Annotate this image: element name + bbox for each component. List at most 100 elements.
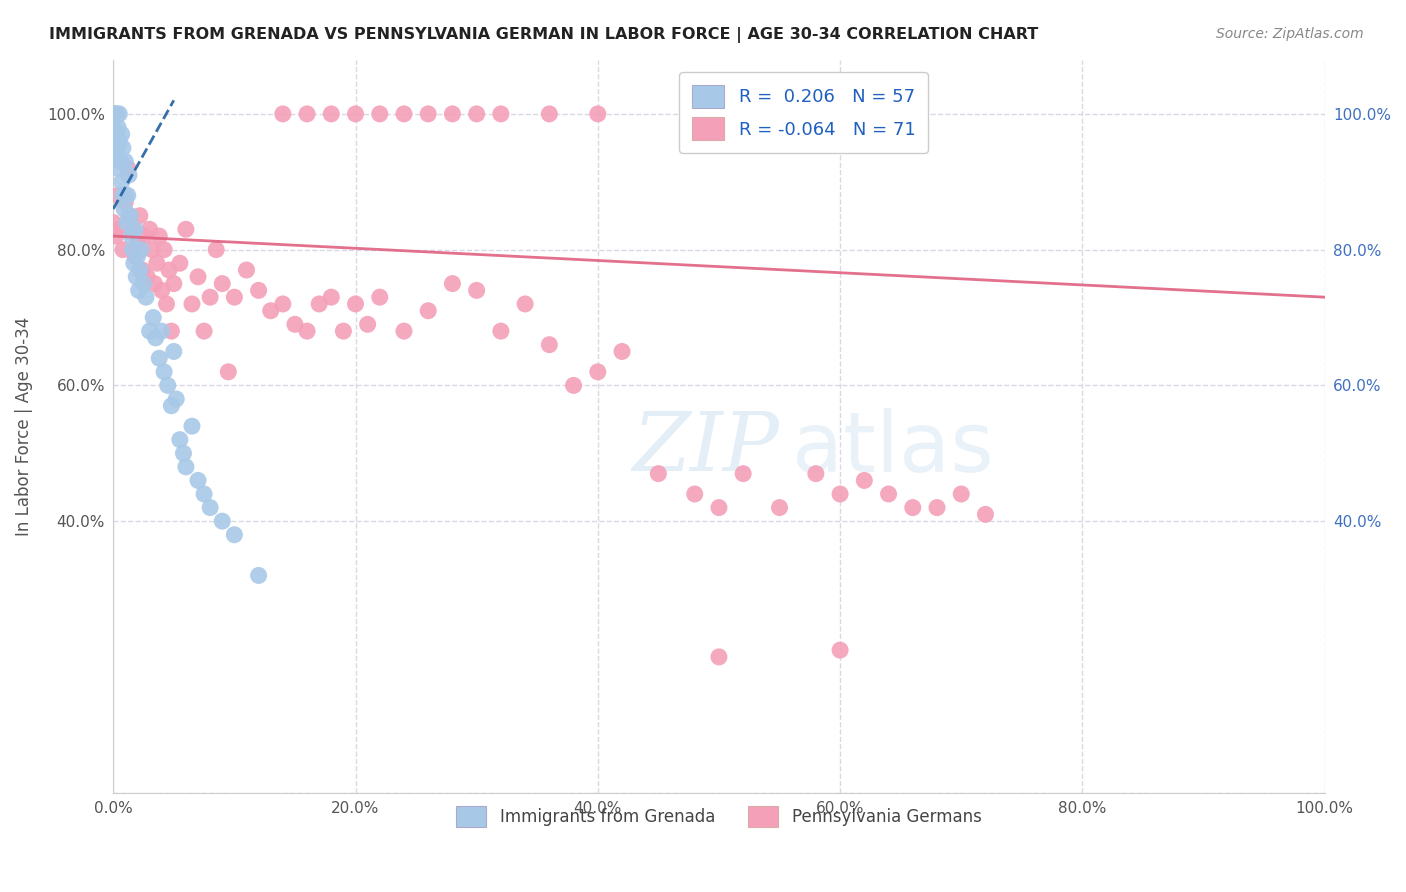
Point (135, 290, 157, 304)
Legend: Immigrants from Grenada, Pennsylvania Germans: Immigrants from Grenada, Pennsylvania Ge… (449, 797, 990, 836)
Point (368, 290, 391, 304)
Point (193, 324, 215, 338)
Point (127, 249, 149, 263)
Point (160, 399, 183, 413)
Point (205, 243, 228, 257)
Point (974, 508, 997, 522)
Point (118, 209, 141, 223)
Text: atlas: atlas (792, 408, 994, 489)
Point (217, 365, 239, 379)
Point (707, 649, 730, 664)
Point (111, 128, 134, 142)
Point (224, 290, 246, 304)
Point (163, 277, 186, 291)
Point (157, 263, 180, 277)
Point (150, 324, 173, 338)
Point (344, 107, 367, 121)
Point (247, 568, 270, 582)
Point (332, 324, 354, 338)
Point (122, 256, 145, 270)
Point (121, 243, 143, 257)
Point (103, 107, 125, 121)
Point (103, 107, 125, 121)
Point (148, 351, 170, 366)
Point (830, 643, 852, 657)
Point (441, 277, 464, 291)
Point (173, 446, 195, 460)
Point (105, 107, 128, 121)
Point (114, 195, 136, 210)
Point (136, 269, 159, 284)
Point (683, 487, 706, 501)
Point (169, 433, 191, 447)
Point (103, 107, 125, 121)
Point (127, 235, 149, 250)
Point (610, 344, 633, 359)
Point (103, 120, 125, 135)
Point (146, 256, 169, 270)
Point (538, 107, 561, 121)
Point (134, 229, 156, 244)
Point (107, 161, 129, 176)
Point (247, 284, 270, 298)
Point (108, 134, 131, 148)
Point (174, 459, 197, 474)
Point (489, 107, 512, 121)
Point (128, 284, 150, 298)
Text: IMMIGRANTS FROM GRENADA VS PENNSYLVANIA GERMAN IN LABOR FORCE | AGE 30-34 CORREL: IMMIGRANTS FROM GRENADA VS PENNSYLVANIA … (49, 27, 1039, 43)
Point (138, 222, 160, 236)
Point (830, 107, 852, 121)
Point (181, 419, 204, 434)
Point (562, 378, 585, 392)
Point (103, 107, 125, 121)
Point (198, 500, 221, 515)
Point (174, 222, 197, 236)
Point (586, 107, 609, 121)
Point (513, 297, 536, 311)
Point (169, 256, 191, 270)
Point (110, 154, 132, 169)
Point (132, 277, 155, 291)
Point (211, 277, 233, 291)
Point (271, 107, 294, 121)
Point (105, 141, 128, 155)
Point (142, 310, 165, 325)
Point (538, 337, 561, 351)
Point (211, 514, 233, 528)
Point (120, 209, 142, 223)
Point (114, 154, 136, 169)
Point (901, 500, 924, 515)
Point (465, 107, 488, 121)
Point (733, 467, 755, 481)
Point (124, 222, 146, 236)
Point (344, 297, 367, 311)
Point (125, 269, 148, 284)
Point (112, 202, 135, 216)
Point (271, 297, 294, 311)
Point (153, 365, 176, 379)
Point (235, 263, 257, 277)
Point (925, 500, 948, 515)
Point (114, 188, 136, 202)
Point (104, 128, 127, 142)
Point (120, 209, 142, 223)
Point (104, 229, 127, 244)
Point (150, 284, 173, 298)
Point (129, 243, 152, 257)
Point (768, 500, 790, 515)
Point (586, 365, 609, 379)
Point (198, 290, 221, 304)
Point (141, 243, 163, 257)
Point (295, 324, 318, 338)
Point (877, 487, 900, 501)
Point (107, 188, 129, 202)
Point (145, 331, 167, 345)
Point (308, 297, 330, 311)
Point (107, 120, 129, 135)
Point (647, 467, 669, 481)
Point (181, 297, 204, 311)
Point (103, 215, 125, 229)
Point (321, 290, 343, 304)
Point (128, 209, 150, 223)
Point (780, 107, 803, 121)
